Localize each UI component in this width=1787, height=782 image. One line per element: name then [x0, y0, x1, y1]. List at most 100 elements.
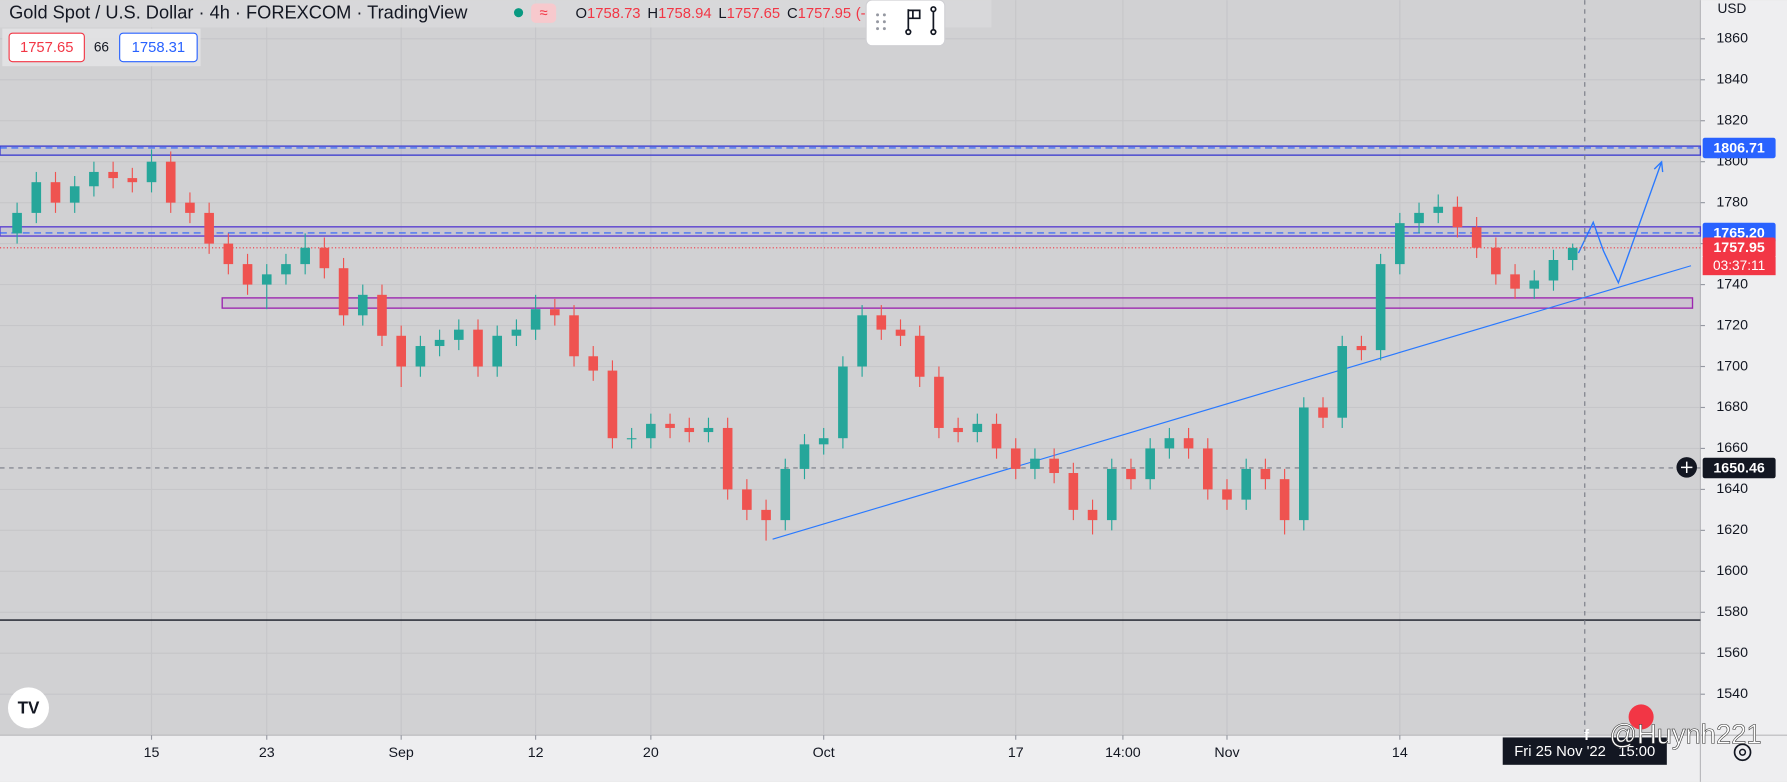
ohlc-label: L: [718, 6, 726, 22]
y-tick-label: 1580: [1716, 604, 1748, 620]
candle-body: [415, 346, 426, 367]
grid: [0, 0, 1701, 736]
projection-arrowhead: [1653, 160, 1664, 173]
candle-body: [146, 161, 157, 183]
candle-body: [1049, 458, 1059, 474]
candle-body: [338, 268, 349, 316]
x-tick-label: 23: [259, 745, 275, 761]
candle-body: [1414, 212, 1424, 224]
candle-body: [1433, 206, 1444, 213]
candle-body: [838, 366, 848, 439]
drawing-toolbar: [865, 0, 946, 47]
candle-body: [934, 376, 944, 428]
candle-body: [1471, 227, 1482, 248]
y-tick-label: 1740: [1716, 276, 1748, 292]
candle-body: [1452, 206, 1463, 228]
candle-body: [1126, 468, 1136, 480]
facebook-icon: f: [1584, 728, 1589, 744]
toolbar-line-icon[interactable]: [930, 6, 937, 36]
ohlc-label: H: [647, 6, 658, 22]
sell-button[interactable]: [8, 32, 85, 63]
candle-body: [799, 444, 810, 469]
toolbar-flag-icon[interactable]: [905, 9, 921, 36]
candle-body: [127, 178, 138, 183]
candles: [12, 149, 1578, 541]
watermark: @Huynh221: [1609, 719, 1761, 750]
candle-body: [185, 202, 195, 213]
buy-button[interactable]: [119, 32, 198, 63]
price-axis: [1700, 0, 1787, 782]
candle-body: [453, 329, 464, 340]
y-tick-label: 1540: [1716, 686, 1748, 702]
settings-icon-center: [1738, 748, 1747, 756]
tradingview-logo-mark: TV: [18, 698, 40, 717]
candle-body: [31, 182, 42, 213]
x-tick-label: 15: [144, 745, 160, 761]
candle-body: [972, 423, 983, 433]
candle-body: [1068, 473, 1079, 510]
price-label-box: [1702, 137, 1776, 159]
candle-body: [377, 294, 387, 336]
candle-body: [1222, 489, 1232, 500]
data-status[interactable]: [531, 3, 557, 23]
candle-body: [1030, 458, 1040, 469]
candle-body: [991, 423, 1002, 449]
candle-body: [761, 509, 771, 521]
candle-body: [1106, 468, 1117, 521]
candle-body: [300, 247, 310, 265]
zone: [0, 226, 1702, 237]
y-tick-label: 1560: [1716, 645, 1748, 661]
time-axis: [0, 735, 1701, 782]
bid-price: 1757.65: [20, 40, 74, 56]
price-label-box: [1702, 237, 1776, 259]
ohlc-value: 1757.65: [727, 6, 781, 22]
zone: [0, 145, 1702, 156]
candle-body: [742, 489, 752, 510]
candle-body: [492, 335, 503, 367]
x-tick-label: Oct: [813, 745, 835, 761]
ohlc-value: 1758.73: [587, 6, 641, 22]
y-tick-label: 1720: [1716, 317, 1748, 333]
candle-body: [511, 329, 522, 336]
price-label-box: [1702, 457, 1776, 479]
x-tick-label: 12: [528, 745, 544, 761]
x-tick-label: 14: [1392, 745, 1408, 761]
candle-body: [261, 274, 272, 285]
x-tick-label: Nov: [1214, 745, 1240, 761]
candle-body: [223, 243, 234, 265]
ask-price: 1758.31: [132, 40, 186, 56]
candle-body: [1318, 407, 1328, 418]
candle-body: [607, 370, 618, 439]
candle-body: [818, 438, 829, 445]
add-alert-icon: [1681, 461, 1693, 474]
candle-body: [165, 161, 176, 203]
candle-body: [1567, 247, 1578, 261]
ohlc-value: 1758.94: [658, 6, 712, 22]
trend-line: [772, 265, 1692, 540]
candle-body: [1087, 509, 1098, 521]
toolbar-drag-handle[interactable]: [876, 13, 886, 31]
price-label: 1650.46: [1713, 460, 1765, 476]
candle-body: [434, 339, 445, 347]
market-status: [513, 8, 524, 18]
tradingview-logo[interactable]: [7, 687, 50, 729]
candle-body: [281, 264, 291, 275]
y-tick-label: 1820: [1716, 112, 1748, 128]
candle-body: [473, 329, 483, 367]
candle-body: [722, 427, 733, 490]
chart-title: Gold Spot / U.S. Dollar · 4h · FOREXCOM …: [9, 2, 468, 23]
candle-body: [1491, 247, 1501, 275]
candle-body: [626, 438, 637, 440]
x-tick-label: Sep: [389, 745, 414, 761]
candle-body: [703, 427, 714, 433]
candle-body: [69, 186, 80, 203]
candle-body: [1375, 264, 1386, 351]
drawings: [0, 0, 1702, 736]
candle-body: [646, 423, 656, 439]
settings-icon[interactable]: [1733, 743, 1752, 762]
candle-body: [396, 335, 406, 367]
y-tick-label: 1780: [1716, 194, 1748, 210]
candle-body: [12, 212, 22, 234]
